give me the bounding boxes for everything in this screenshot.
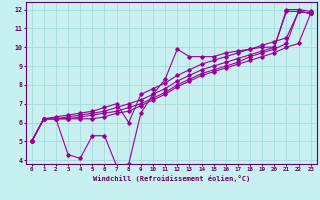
X-axis label: Windchill (Refroidissement éolien,°C): Windchill (Refroidissement éolien,°C) xyxy=(92,175,250,182)
